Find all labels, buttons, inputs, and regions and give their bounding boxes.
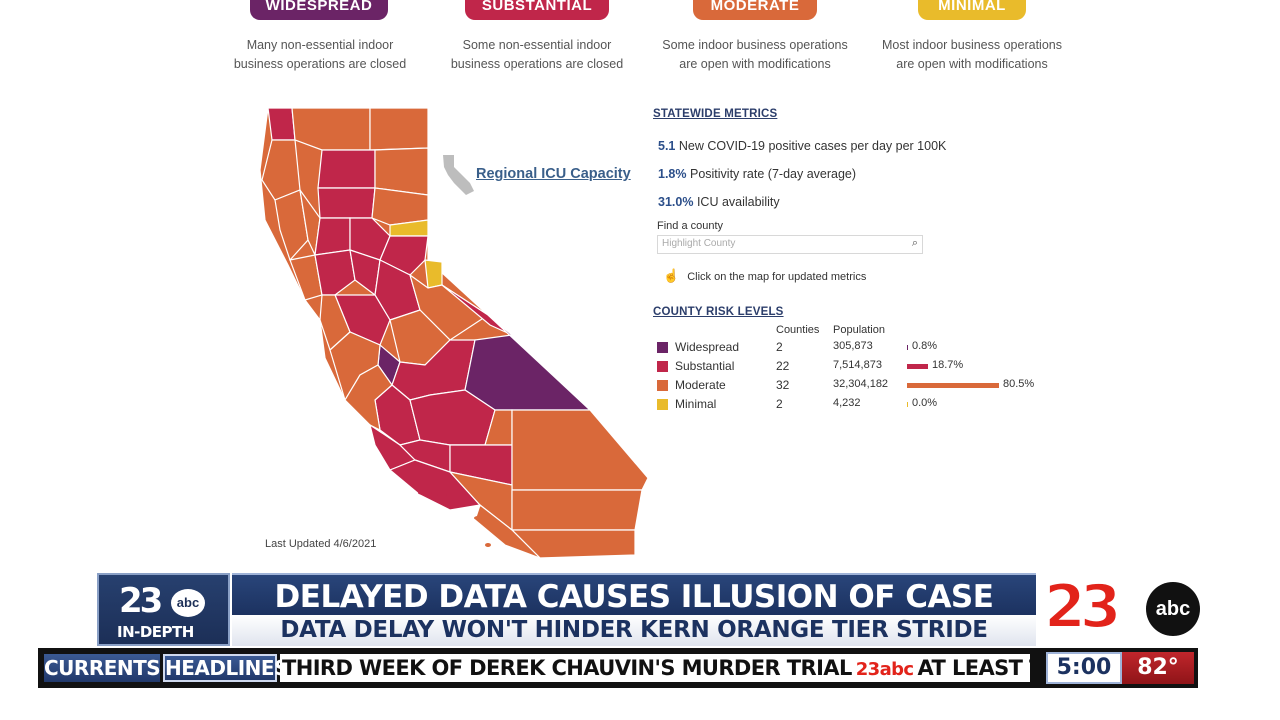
in-depth-tag: IN-DEPTH: [117, 623, 194, 641]
risk-population: 4,232: [833, 397, 861, 409]
county-shape: [371, 187, 429, 226]
statewide-metrics-title: STATEWIDE METRICS: [653, 108, 778, 120]
ticker-currents-label: CURRENTS: [44, 654, 161, 682]
county-shape: [369, 107, 429, 151]
pointer-hand-icon: ☝: [663, 268, 680, 283]
station-logo-number: 23: [1043, 571, 1122, 643]
tier-widespread-pill: WIDESPREAD: [250, 0, 388, 20]
regional-icu-capacity-link[interactable]: Regional ICU Capacity: [476, 166, 631, 182]
tier-moderate-desc: Some indoor business operations are open …: [662, 38, 848, 71]
risk-row-minimal: Minimal 2 4,232 0.0%: [657, 397, 1057, 416]
sub-headline: DATA DELAY WON'T HINDER KERN ORANGE TIER…: [232, 615, 1036, 646]
risk-counties: 2: [776, 397, 783, 411]
risk-share-bar: [907, 402, 908, 407]
risk-share-bar: [907, 345, 908, 350]
county-shape: [314, 217, 351, 256]
metric-cases: 5.1 New COVID-19 positive cases per day …: [658, 139, 947, 153]
risk-counties: 22: [776, 359, 790, 373]
risk-name: Moderate: [675, 378, 726, 392]
channel-island: [437, 493, 447, 497]
find-county-label: Find a county: [657, 220, 724, 232]
ticker-temperature: 82°: [1122, 652, 1194, 684]
risk-row-widespread: Widespread 2 305,873 0.8%: [657, 340, 1057, 359]
risk-pct: 0.8%: [912, 340, 938, 352]
channel-island: [485, 543, 491, 547]
risk-name: Minimal: [675, 397, 717, 411]
risk-counties: 2: [776, 340, 783, 354]
map-click-hint: ☝ Click on the map for updated metrics: [663, 268, 867, 283]
tier-substantial-pill: SUBSTANTIAL: [465, 0, 609, 20]
county-shape: [314, 249, 356, 296]
risk-pct: 0.0%: [912, 397, 938, 409]
metric-icu: 31.0% ICU availability: [658, 195, 780, 209]
california-mini-map-icon[interactable]: [440, 153, 476, 197]
ticker-time: 5:00: [1046, 652, 1122, 684]
tier-moderate-pill: MODERATE: [693, 0, 817, 20]
risk-population: 7,514,873: [833, 359, 882, 371]
metric-positivity: 1.8% Positivity rate (7-day average): [658, 167, 857, 181]
california-county-map[interactable]: [250, 100, 650, 560]
minimal-swatch: [657, 399, 668, 410]
widespread-swatch: [657, 342, 668, 353]
county-shape: [344, 364, 393, 432]
county-search-input[interactable]: Highlight County ⌕: [657, 235, 923, 254]
tier-minimal-desc: Most indoor business operations are open …: [882, 38, 1062, 71]
substantial-swatch: [657, 361, 668, 372]
abc-logo-icon: abc: [171, 589, 205, 617]
county-shape: [317, 187, 376, 219]
risk-name: Widespread: [675, 340, 740, 354]
channel-island: [418, 491, 432, 495]
risk-counties: 32: [776, 378, 790, 392]
risk-population: 32,304,182: [833, 378, 889, 390]
county-shape: [291, 107, 371, 151]
county-shape: [374, 147, 429, 196]
tier-minimal-pill: MINIMAL: [918, 0, 1026, 20]
tier-substantial-desc: Some non-essential indoor business operat…: [450, 38, 624, 71]
metrics-panel: STATEWIDE METRICS 5.1 New COVID-19 posit…: [653, 108, 1053, 411]
ticker-scroll-text: THIRD WEEK OF DEREK CHAUVIN'S MURDER TRI…: [280, 654, 1030, 682]
risk-pct: 80.5%: [1003, 378, 1035, 390]
main-headline: DELAYED DATA CAUSES ILLUSION OF CASE INC…: [232, 573, 1036, 659]
risk-share-bar: [907, 383, 999, 388]
col-population-header: Population: [833, 324, 885, 336]
ticker-text-1: THIRD WEEK OF DEREK CHAUVIN'S MURDER TRI…: [282, 656, 852, 680]
county-shape: [511, 409, 649, 491]
county-shape: [274, 189, 309, 262]
county-risk-levels-title: COUNTY RISK LEVELS: [653, 306, 784, 318]
risk-row-moderate: Moderate 32 32,304,182 80.5%: [657, 378, 1057, 397]
county-shape: [379, 235, 429, 276]
county-shape: [267, 107, 296, 141]
station-abc-icon: abc: [1146, 582, 1200, 636]
last-updated-text: Last Updated 4/6/2021: [265, 538, 377, 550]
risk-population: 305,873: [833, 340, 873, 352]
county-shape: [511, 489, 643, 531]
channel-island: [474, 516, 482, 520]
in-depth-logo: 23 abc IN-DEPTH: [97, 573, 230, 646]
risk-share-bar: [907, 364, 928, 369]
col-counties-header: Counties: [776, 324, 820, 336]
risk-name: Substantial: [675, 359, 735, 373]
station-logo: 23 abc: [1040, 571, 1200, 644]
risk-pct: 18.7%: [932, 359, 964, 371]
risk-row-substantial: Substantial 22 7,514,873 18.7%: [657, 359, 1057, 378]
search-icon[interactable]: ⌕: [911, 237, 918, 249]
county-shape: [317, 149, 376, 189]
county-shape: [424, 259, 443, 289]
ticker-headlines-label: HEADLINES: [163, 654, 288, 682]
logo-number: 23: [119, 581, 163, 621]
tier-widespread-desc: Many non-essential indoor business operat…: [233, 38, 407, 71]
moderate-swatch: [657, 380, 668, 391]
ticker-text-2: AT LEAST THREE OI: [917, 656, 1031, 680]
ticker-mini-logo: 23abc: [855, 659, 914, 680]
